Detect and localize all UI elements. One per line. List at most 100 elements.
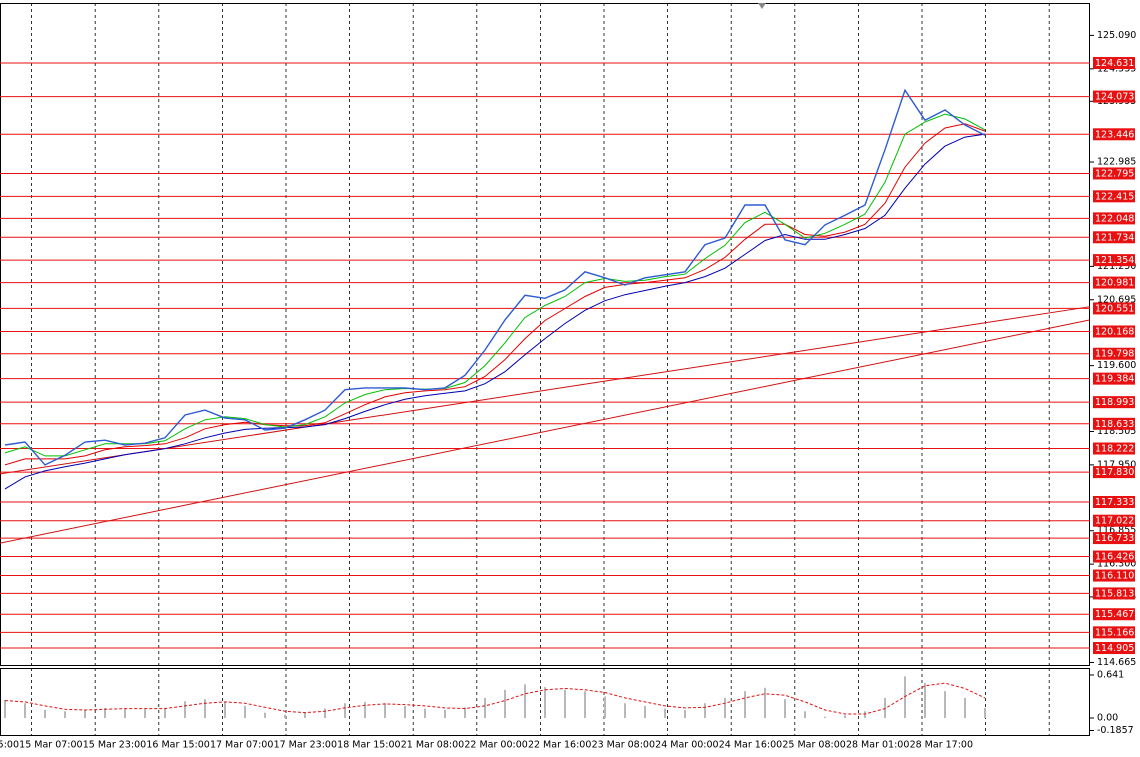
- x-tick-label: 28 Mar 17:00: [910, 740, 973, 751]
- level-label-box: [1093, 608, 1135, 621]
- histogram-bar: [224, 701, 226, 719]
- trend-line: [0, 319, 1091, 544]
- level-label: 124.073: [1095, 92, 1134, 103]
- level-label: 119.384: [1095, 374, 1134, 385]
- moving-average: [4, 133, 986, 490]
- x-tick-label: 17 Mar 23:00: [274, 740, 337, 751]
- histogram-bar: [784, 699, 786, 719]
- level-label-box: [1093, 532, 1135, 545]
- histogram-bar: [164, 707, 166, 719]
- level-label: 114.905: [1095, 643, 1134, 654]
- histogram-bar: [424, 708, 426, 719]
- histogram-bar: [664, 708, 666, 719]
- level-label-box: [1093, 372, 1135, 385]
- histogram-bar: [744, 691, 746, 719]
- moving-average: [4, 123, 986, 466]
- y-tick-label: 118.505: [1097, 426, 1136, 437]
- histogram-bar: [304, 712, 306, 719]
- x-tick-label: 21 Mar 08:00: [401, 740, 464, 751]
- level-label: 122.048: [1095, 213, 1134, 224]
- histogram-bar: [4, 699, 6, 719]
- level-label: 122.795: [1095, 168, 1134, 179]
- level-label-box: [1093, 90, 1135, 103]
- x-tick-label: 22 Mar 16:00: [528, 740, 591, 751]
- level-label: 116.110: [1095, 571, 1134, 582]
- shift-marker: [758, 3, 766, 9]
- y-tick-label: 119.600: [1097, 360, 1136, 371]
- histogram-bar: [204, 699, 206, 719]
- level-label-box: [1093, 128, 1135, 141]
- level-label-box: [1093, 302, 1135, 315]
- level-label: 119.798: [1095, 349, 1134, 360]
- histogram-bar: [284, 714, 286, 719]
- level-label: 117.830: [1095, 467, 1134, 478]
- signal-line: [4, 682, 986, 715]
- x-tick-label: 15 Mar 23:00: [83, 740, 146, 751]
- x-tick-label: 5:00: [0, 740, 19, 751]
- trend-line: [0, 306, 1091, 475]
- y-tick-label: 117.950: [1097, 459, 1136, 470]
- histogram-bar: [144, 709, 146, 719]
- histogram-bar: [124, 708, 126, 719]
- level-label-box: [1093, 466, 1135, 479]
- histogram-bar: [44, 709, 46, 719]
- level-label: 123.446: [1095, 129, 1134, 140]
- y-tick-label: 0.641: [1097, 669, 1124, 680]
- level-label: 117.333: [1095, 497, 1134, 508]
- y-tick-label: 125.090: [1097, 30, 1136, 41]
- level-label: 115.166: [1095, 627, 1134, 638]
- histogram-bar: [544, 687, 546, 719]
- level-label: 115.813: [1095, 588, 1134, 599]
- level-label: 116.426: [1095, 552, 1134, 563]
- histogram-bar: [244, 705, 246, 719]
- level-label-box: [1093, 550, 1135, 563]
- histogram-bar: [824, 716, 826, 719]
- histogram-bar: [104, 707, 106, 719]
- histogram-bar: [624, 703, 626, 719]
- level-label-box: [1093, 396, 1135, 409]
- level-label-box: [1093, 190, 1135, 203]
- price-line: [4, 88, 986, 466]
- histogram-bar: [484, 697, 486, 719]
- level-label-box: [1093, 212, 1135, 225]
- histogram-bar: [964, 697, 966, 719]
- level-label: 120.168: [1095, 326, 1134, 337]
- price-frame: [0, 3, 1090, 666]
- y-tick-label: 122.985: [1097, 157, 1136, 168]
- level-label-box: [1093, 325, 1135, 338]
- level-label: 120.551: [1095, 303, 1134, 314]
- y-tick-label: 116.855: [1097, 525, 1136, 536]
- level-label: 121.354: [1095, 255, 1134, 266]
- level-label: 118.993: [1095, 397, 1134, 408]
- histogram-bar: [324, 708, 326, 719]
- moving-average: [4, 113, 986, 457]
- x-tick-label: 24 Mar 00:00: [655, 740, 718, 751]
- histogram-bar: [944, 691, 946, 719]
- histogram-bar: [384, 703, 386, 719]
- level-label: 117.022: [1095, 516, 1134, 527]
- histogram-bar: [884, 697, 886, 719]
- y-tick-label: -0.1857: [1097, 725, 1134, 736]
- x-tick-label: 24 Mar 16:00: [719, 740, 782, 751]
- x-tick-label: 18 Mar 15:00: [337, 740, 400, 751]
- x-tick-label: 16 Mar 15:00: [146, 740, 209, 751]
- level-label-box: [1093, 495, 1135, 508]
- histogram-bar: [724, 697, 726, 719]
- level-label-box: [1093, 167, 1135, 180]
- level-label: 122.415: [1095, 191, 1134, 202]
- histogram-bar: [184, 701, 186, 719]
- histogram-bar: [84, 709, 86, 719]
- histogram-bar: [844, 715, 846, 719]
- histogram-bar: [364, 701, 366, 719]
- y-tick-label: 114.665: [1097, 657, 1136, 668]
- level-label-box: [1093, 587, 1135, 600]
- level-label: 121.734: [1095, 232, 1134, 243]
- level-label-box: [1093, 276, 1135, 289]
- histogram-bar: [444, 709, 446, 719]
- histogram-bar: [804, 711, 806, 719]
- histogram-bar: [684, 709, 686, 719]
- level-label: 124.631: [1095, 58, 1134, 69]
- x-tick-label: 17 Mar 07:00: [210, 740, 273, 751]
